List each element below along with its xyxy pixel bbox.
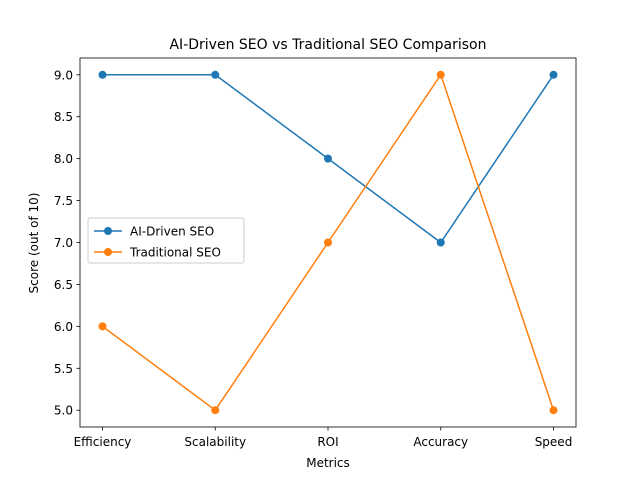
y-tick-label: 6.0	[54, 320, 73, 334]
x-tick-label: Scalability	[184, 435, 246, 449]
data-point-traditional-seo	[324, 238, 332, 247]
data-point-ai-driven-seo	[98, 70, 107, 79]
data-point-traditional-seo	[549, 406, 558, 415]
x-tick-label: Accuracy	[413, 435, 468, 449]
y-tick-label: 5.5	[54, 362, 73, 376]
data-point-ai-driven-seo	[211, 70, 220, 79]
legend: AI-Driven SEO Traditional SEO	[87, 217, 245, 264]
data-point-traditional-seo	[211, 406, 220, 415]
plot-area: 5.0 5.5 6.0 6.5 7.0 7.5 8.0 8.5 9.0 Efficiency Sca…	[54, 57, 577, 449]
y-tick-label: 6.5	[54, 278, 73, 292]
data-point-traditional-seo	[436, 70, 445, 79]
legend-label-traditional-seo: Traditional SEO	[129, 246, 221, 260]
legend-swatch-marker-traditional-seo	[104, 248, 112, 256]
chart-title: AI-Driven SEO vs Traditional SEO Compari…	[169, 37, 486, 53]
x-tick-label: ROI	[317, 435, 338, 449]
x-tick-label: Efficiency	[74, 435, 132, 449]
x-axis-label: Metrics	[306, 456, 350, 470]
data-point-ai-driven-seo	[549, 70, 558, 79]
data-point-ai-driven-seo	[324, 154, 332, 163]
y-tick-label: 8.0	[54, 152, 73, 166]
y-tick-label: 8.5	[54, 110, 73, 124]
y-tick-label: 7.0	[54, 236, 73, 250]
x-tick-label: Speed	[535, 435, 573, 449]
legend-swatch-marker-ai-driven-seo	[104, 227, 112, 235]
y-tick-label: 9.0	[54, 68, 73, 82]
data-point-ai-driven-seo	[436, 238, 445, 247]
legend-box	[87, 217, 245, 264]
legend-label-ai-driven-seo: AI-Driven SEO	[130, 225, 214, 239]
y-axis-label: Score (out of 10)	[27, 193, 41, 294]
y-tick-label: 7.5	[54, 194, 73, 208]
data-point-traditional-seo	[98, 322, 107, 331]
y-tick-label: 5.0	[54, 404, 73, 418]
